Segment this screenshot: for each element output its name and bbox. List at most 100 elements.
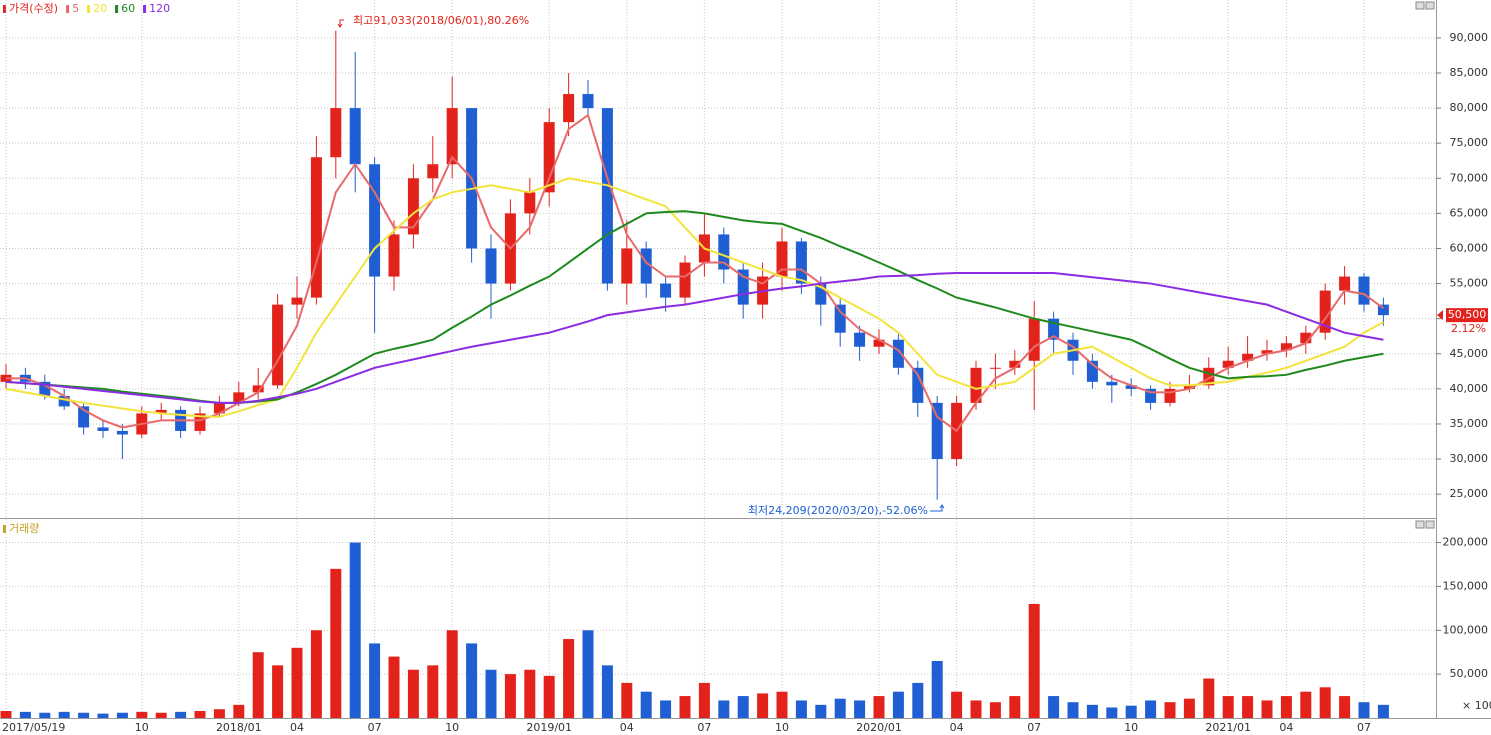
candle-body — [1164, 388, 1176, 403]
last-price-pointer — [1437, 310, 1443, 321]
y-tick-label: 85,000 — [1450, 66, 1489, 79]
y-tick-label: 80,000 — [1450, 101, 1489, 114]
candle-body — [272, 304, 284, 386]
volume-bar — [39, 712, 51, 718]
volume-bar — [1203, 678, 1215, 718]
panel-button[interactable] — [1425, 520, 1435, 529]
candle-body — [330, 108, 342, 158]
volume-bar — [175, 711, 187, 718]
candle-body — [446, 108, 458, 165]
plot — [0, 0, 1436, 718]
volume-bar — [1377, 704, 1389, 718]
candle-body — [1203, 367, 1215, 386]
volume-bar — [1339, 696, 1351, 718]
volume-bar — [776, 691, 788, 718]
volume-bar — [0, 710, 12, 718]
volume-bar — [194, 710, 206, 718]
y-tick-label: 55,000 — [1450, 277, 1489, 290]
legend-label: 20 — [93, 2, 107, 15]
volume-bar — [543, 675, 555, 718]
volume-bar — [1086, 704, 1098, 718]
x-tick-label: 2019/01 — [526, 721, 572, 734]
y-tick-label: 75,000 — [1450, 136, 1489, 149]
volume-bar — [97, 713, 109, 718]
last-change-label: 2.12% — [1451, 322, 1486, 335]
volume-bar — [718, 700, 730, 718]
volume-bar — [931, 660, 943, 718]
x-tick-label: 10 — [445, 721, 459, 734]
y-tick-label: 35,000 — [1450, 417, 1489, 430]
volume-bar — [679, 696, 691, 718]
candle-body — [912, 367, 924, 403]
panel-button[interactable] — [1425, 1, 1435, 10]
x-tick-label: 2020/01 — [856, 721, 902, 734]
volume-bar — [582, 630, 594, 718]
panel-button[interactable] — [1415, 520, 1425, 529]
volume-bar — [1145, 700, 1157, 718]
legend-swatch — [115, 5, 119, 13]
x-tick-label: 04 — [620, 721, 634, 734]
volume-bar — [1125, 705, 1137, 718]
volume-bar — [1028, 603, 1040, 718]
volume-bar — [485, 669, 497, 718]
volume-bar — [272, 665, 284, 718]
candle-body — [1125, 385, 1137, 389]
volume-bar — [369, 643, 381, 718]
volume-bar — [1009, 696, 1021, 718]
volume-bar — [504, 674, 516, 718]
x-tick-label: 2021/01 — [1205, 721, 1251, 734]
candle-body — [1242, 353, 1254, 361]
volume-bar — [892, 691, 904, 718]
candle-body — [776, 241, 788, 277]
candle-body — [155, 409, 167, 414]
candle-body — [795, 241, 807, 284]
candle-body — [1222, 360, 1234, 368]
volume-bar — [873, 696, 885, 718]
volume-bar — [349, 542, 361, 718]
candle-body — [78, 406, 90, 428]
candle-body — [252, 385, 264, 393]
y-tick-label: 70,000 — [1450, 171, 1489, 184]
candle-body — [543, 122, 555, 193]
candle-body — [873, 339, 885, 347]
y-tick-label: 40,000 — [1450, 382, 1489, 395]
volume-bar — [213, 709, 225, 718]
candle-body — [601, 108, 613, 284]
volume-bar — [951, 691, 963, 718]
y-tick-label: 60,000 — [1450, 241, 1489, 254]
volume-bar — [58, 711, 70, 718]
volume-bar — [407, 669, 419, 718]
candle-body — [349, 108, 361, 165]
y-tick-label: 90,000 — [1450, 31, 1489, 44]
candle-body — [116, 430, 128, 435]
high-arrow — [337, 19, 344, 28]
volume-bar — [1183, 698, 1195, 718]
high-annotation: 최고91,033(2018/06/01),80.26% — [353, 14, 529, 27]
volume-bar — [1242, 696, 1254, 718]
candle-body — [660, 283, 672, 298]
legend-swatch — [66, 5, 70, 13]
volume-bar — [466, 643, 478, 718]
legend-swatch — [87, 5, 91, 13]
x-tick-label: 07 — [1027, 721, 1041, 734]
candle-body — [1106, 381, 1118, 386]
volume-bar — [252, 652, 264, 718]
volume-bar — [116, 712, 128, 718]
volume-bar — [854, 700, 866, 718]
legend-label: 거래량 — [9, 522, 39, 535]
candle-body — [970, 367, 982, 403]
candle-body — [1086, 360, 1098, 382]
candle-body — [1009, 360, 1021, 368]
volume-bar — [621, 682, 633, 718]
candle-body — [1145, 388, 1157, 403]
volume-bar — [912, 682, 924, 718]
candle-body — [718, 234, 730, 270]
y-tick-label: 200,000 — [1443, 536, 1489, 549]
panel-button[interactable] — [1415, 1, 1425, 10]
candle-body — [1280, 343, 1292, 351]
moving-average — [6, 113, 1384, 433]
y-tick-label: 50,000 — [1450, 667, 1489, 680]
x-tick-label: 07 — [697, 721, 711, 734]
